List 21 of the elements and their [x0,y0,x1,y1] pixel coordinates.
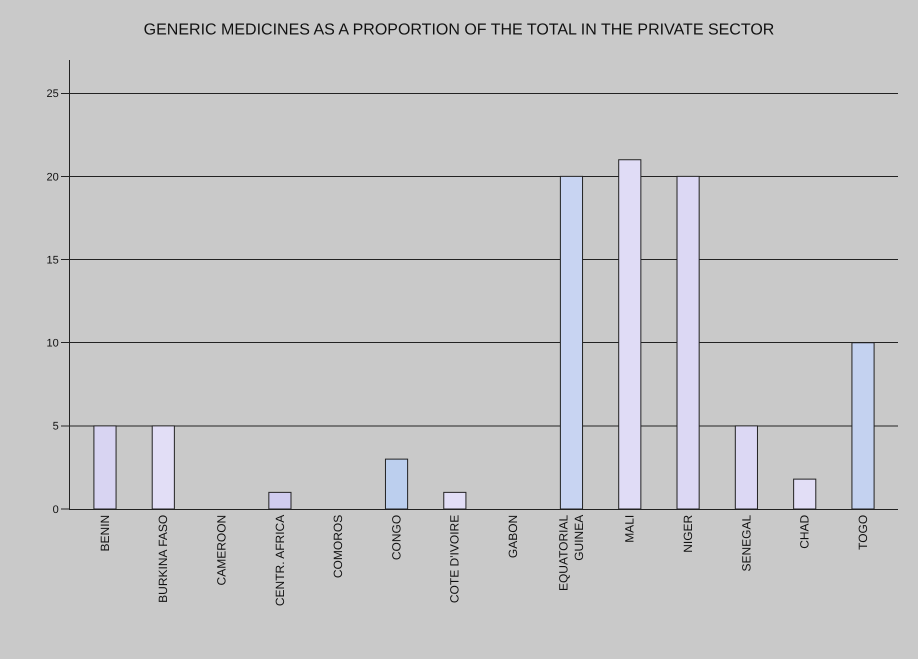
x-tick-label: SENEGAL [739,514,754,572]
y-tick-label: 10 [46,338,59,350]
x-tick-label: CONGO [389,514,404,560]
x-tick-label: MALI [622,514,637,543]
x-tick-label: CHAD [798,514,812,549]
y-tick-label: 5 [52,420,59,433]
x-tick-label: COTE D'IVOIRE [448,514,462,604]
chart-title: GENERIC MEDICINES AS A PROPORTION OF THE TOTAL IN THE PRIVATE SECTOR [144,21,774,38]
x-tick-label: CENTR. AFRICA [272,514,287,606]
x-tick-label: BENIN [98,514,112,552]
x-tick-label: EQUATORIAL GUINEA [556,514,586,592]
x-tick-label: NIGER [680,514,695,553]
y-tick-label: 20 [46,171,59,184]
x-tick-label: COMOROS [331,514,346,578]
y-tick-label: 15 [46,254,59,266]
x-tick-label: TOGO [856,514,870,550]
y-tick-label: 0 [52,504,59,516]
y-tick-label: 25 [46,88,59,100]
x-tick-label: GABON [506,514,520,558]
x-tick-label: BURKINA FASO [156,514,170,603]
x-tick-label: CAMEROON [214,514,229,586]
